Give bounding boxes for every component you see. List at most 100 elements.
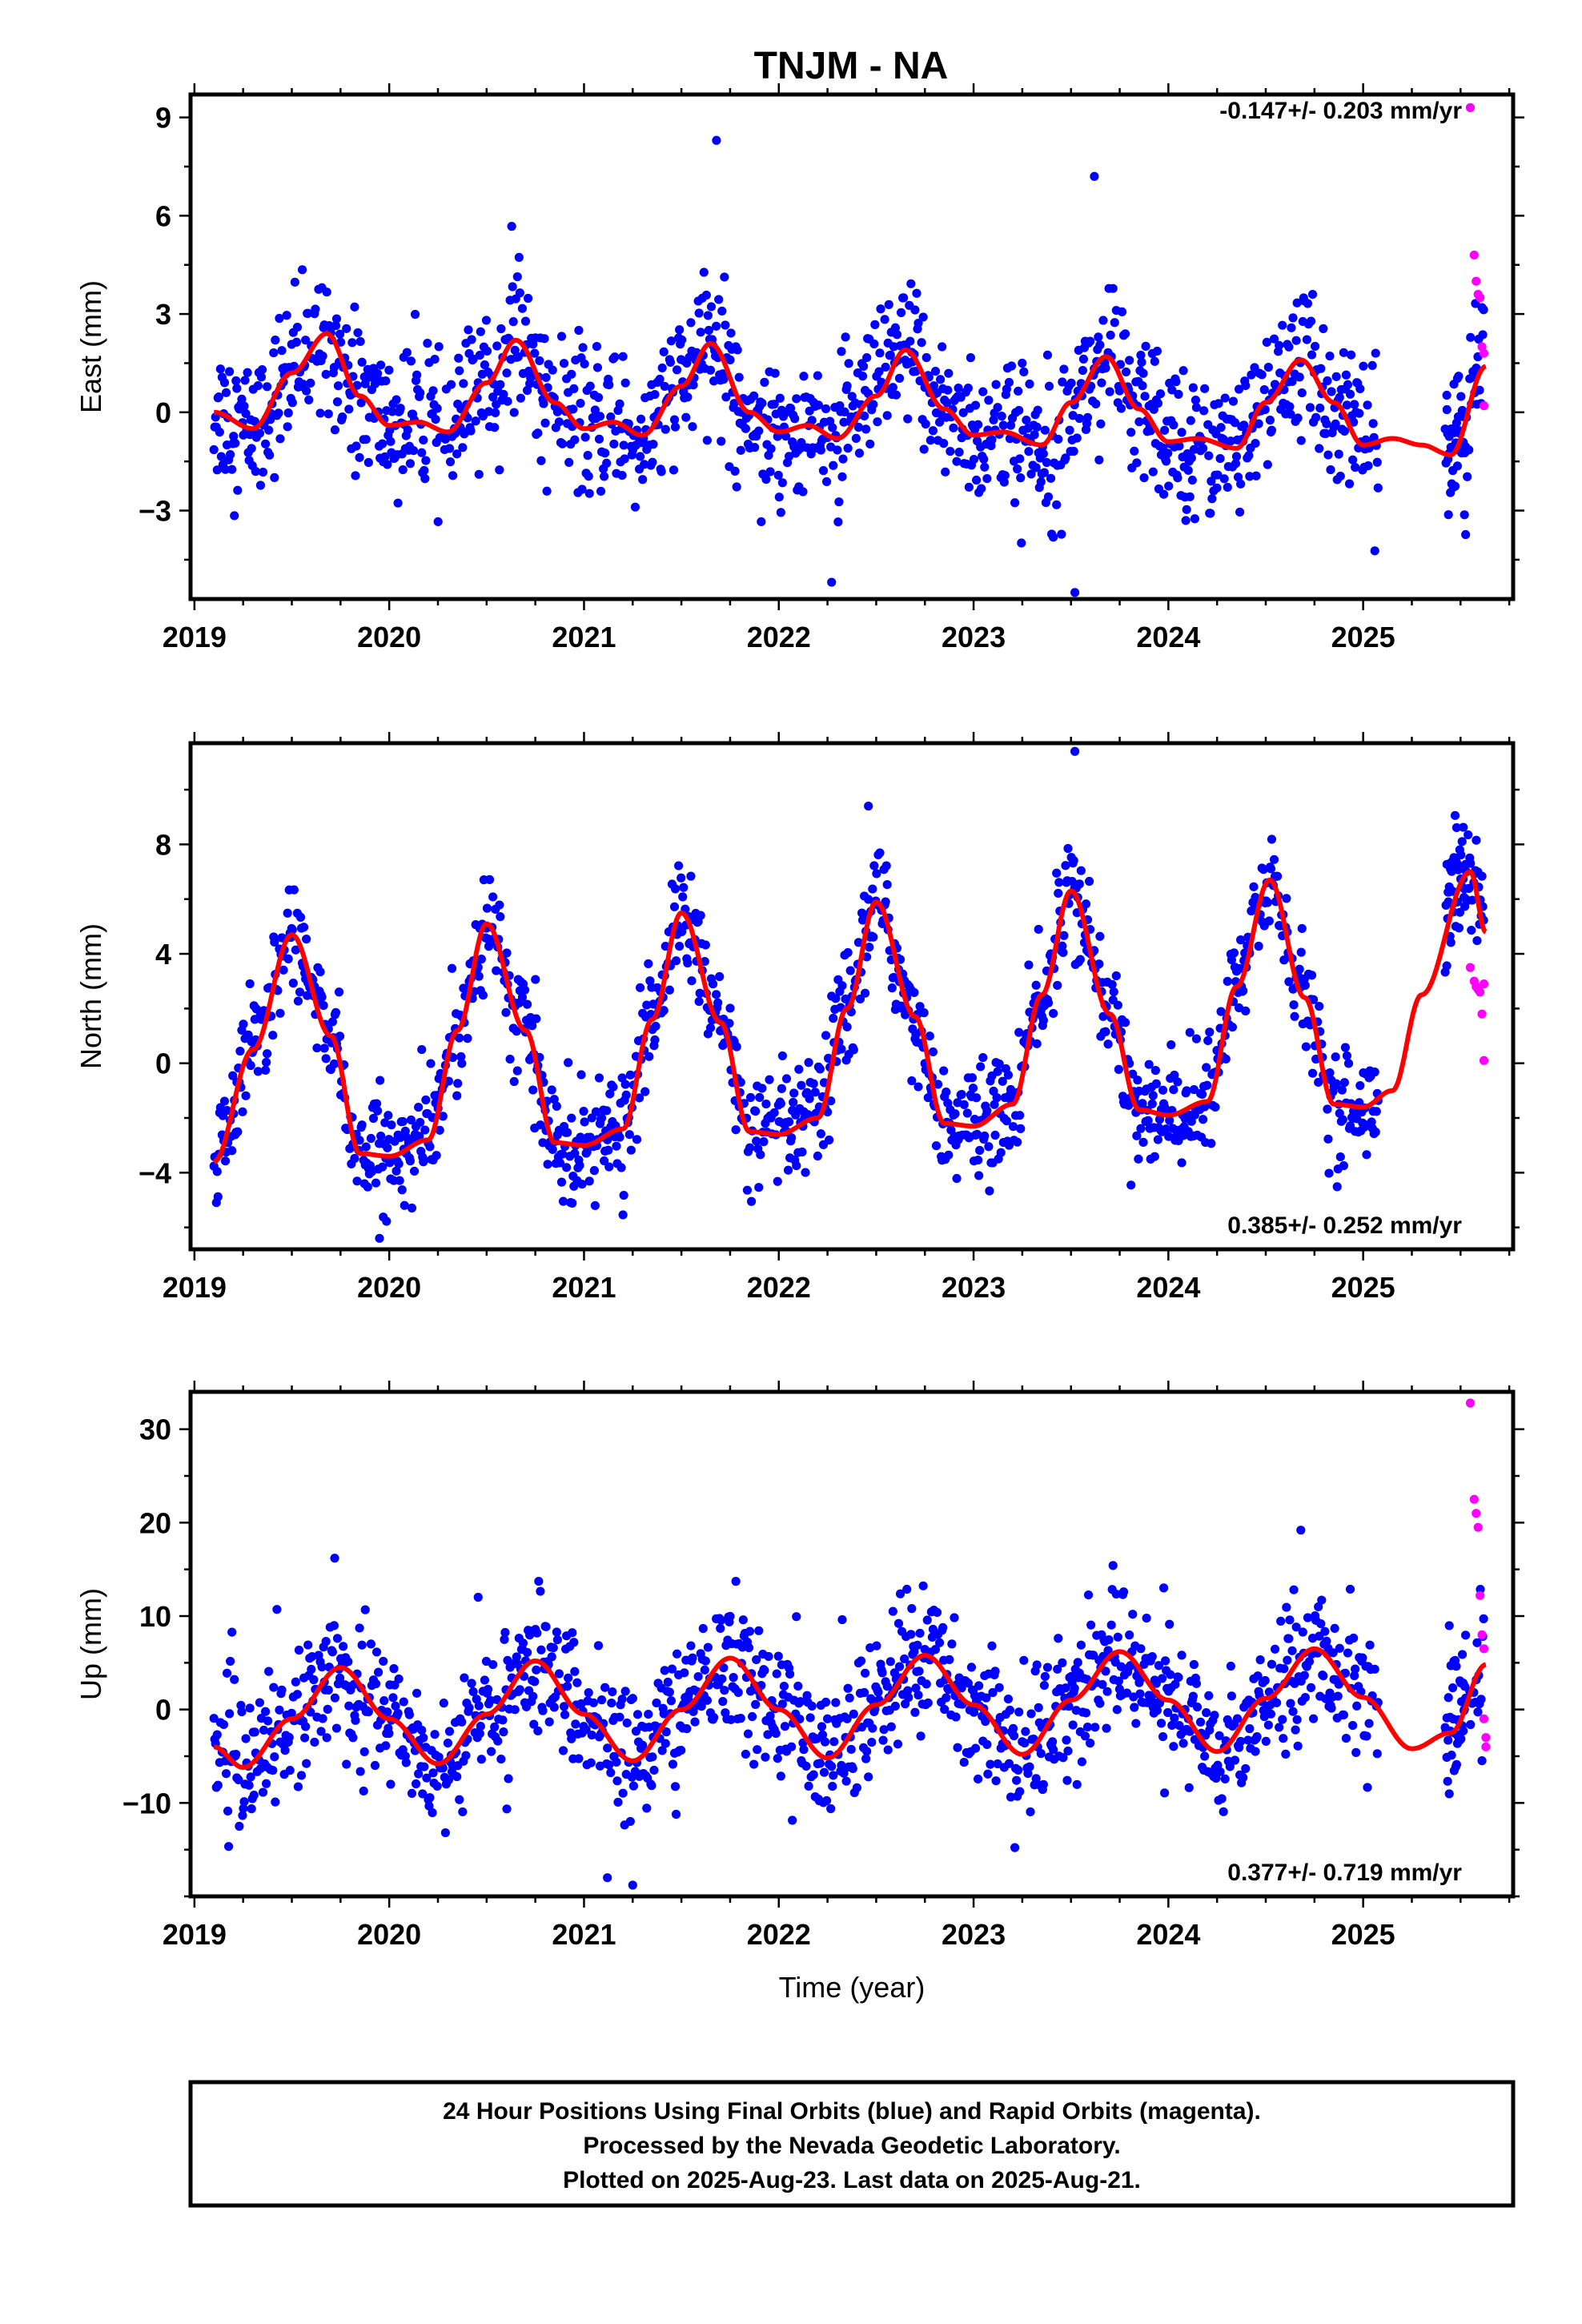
final-orbit-point xyxy=(562,1163,572,1172)
final-orbit-point xyxy=(677,335,687,345)
final-orbit-point xyxy=(1073,1658,1082,1667)
final-orbit-point xyxy=(1206,509,1215,518)
final-orbit-point xyxy=(434,1752,444,1762)
final-orbit-point xyxy=(483,1684,493,1695)
final-orbit-point xyxy=(1210,1711,1219,1720)
final-orbit-point xyxy=(428,1768,438,1778)
final-orbit-point xyxy=(331,1723,342,1733)
final-orbit-point xyxy=(902,1584,912,1594)
final-orbit-point xyxy=(235,1821,244,1831)
final-orbit-point xyxy=(1054,888,1063,899)
final-orbit-point xyxy=(903,1686,913,1695)
final-orbit-point xyxy=(720,1686,729,1695)
final-orbit-point xyxy=(1014,1707,1024,1717)
final-orbit-point xyxy=(1355,384,1365,394)
final-orbit-point xyxy=(457,1059,467,1068)
final-orbit-point xyxy=(1288,1707,1298,1716)
final-orbit-point xyxy=(1038,1779,1048,1789)
final-orbit-point xyxy=(989,415,998,425)
final-orbit-point xyxy=(736,1714,745,1723)
final-orbit-point xyxy=(773,1176,782,1186)
final-orbit-point xyxy=(245,1703,255,1713)
final-orbit-point xyxy=(1059,931,1069,940)
final-orbit-point xyxy=(502,368,512,378)
final-orbit-point xyxy=(1223,482,1232,493)
x-tick-label: 2021 xyxy=(552,621,616,653)
final-orbit-point xyxy=(1325,1068,1335,1078)
final-orbit-point xyxy=(1370,1068,1379,1077)
final-orbit-point xyxy=(1244,451,1254,460)
final-orbit-point xyxy=(376,360,386,370)
final-orbit-point xyxy=(869,861,879,870)
final-orbit-point xyxy=(1270,1644,1280,1654)
rapid-orbit-point xyxy=(1469,250,1479,260)
final-orbit-point xyxy=(1362,1150,1371,1160)
final-orbit-point xyxy=(536,1645,546,1655)
final-orbit-point xyxy=(1211,1773,1221,1783)
final-orbit-point xyxy=(1323,376,1332,386)
final-orbit-point xyxy=(476,1721,485,1731)
final-orbit-point xyxy=(1457,837,1467,846)
final-orbit-point xyxy=(829,1737,839,1747)
final-orbit-point xyxy=(1447,466,1458,476)
final-orbit-point xyxy=(752,1655,761,1665)
final-orbit-point xyxy=(316,1727,326,1736)
final-orbit-point xyxy=(615,1712,624,1722)
final-orbit-point xyxy=(1150,1152,1159,1161)
final-orbit-point xyxy=(837,981,847,991)
final-orbit-point xyxy=(386,436,396,446)
final-orbit-point xyxy=(1054,1634,1063,1643)
final-orbit-point xyxy=(884,300,893,309)
x-tick-label: 2019 xyxy=(163,1271,227,1304)
final-orbit-point xyxy=(363,457,373,468)
final-orbit-point xyxy=(567,1113,576,1123)
final-orbit-point xyxy=(219,1096,230,1106)
final-orbit-point xyxy=(335,1031,345,1041)
final-orbit-point xyxy=(1067,876,1077,887)
final-orbit-point xyxy=(600,448,610,458)
final-orbit-point xyxy=(1086,1620,1096,1630)
final-orbit-point xyxy=(903,414,913,424)
final-orbit-point xyxy=(500,1634,509,1644)
final-orbit-point xyxy=(293,1782,303,1791)
final-orbit-point xyxy=(1351,1747,1361,1757)
info-line-2: Processed by the Nevada Geodetic Laborat… xyxy=(583,2133,1120,2159)
final-orbit-point xyxy=(1476,1695,1486,1704)
final-orbit-point xyxy=(1199,444,1208,453)
final-orbit-point xyxy=(701,290,711,300)
final-orbit-point xyxy=(540,418,550,428)
final-orbit-point xyxy=(299,923,309,932)
final-orbit-point xyxy=(878,1735,888,1745)
final-orbit-point xyxy=(620,378,630,388)
final-orbit-point xyxy=(1061,453,1070,463)
final-orbit-point xyxy=(624,1130,634,1140)
final-orbit-point xyxy=(862,1747,872,1756)
final-orbit-point xyxy=(744,1642,754,1653)
final-orbit-point xyxy=(1081,1708,1091,1718)
final-orbit-point xyxy=(1459,1726,1468,1736)
final-orbit-point xyxy=(289,885,299,895)
final-orbit-point xyxy=(1300,980,1310,990)
final-orbit-point xyxy=(1058,377,1067,387)
final-orbit-point xyxy=(1283,1655,1292,1665)
final-orbit-point xyxy=(338,412,347,422)
final-orbit-point xyxy=(1292,1715,1302,1724)
final-orbit-point xyxy=(501,1007,511,1017)
final-orbit-point xyxy=(842,1022,852,1031)
final-orbit-point xyxy=(786,404,796,413)
final-orbit-point xyxy=(1053,1664,1062,1674)
final-orbit-point xyxy=(659,1006,669,1015)
final-orbit-point xyxy=(351,441,361,451)
final-orbit-point xyxy=(1098,1679,1107,1690)
final-orbit-point xyxy=(355,1136,364,1145)
final-orbit-point xyxy=(764,1651,773,1662)
final-orbit-point xyxy=(425,1793,435,1803)
y-tick-label: 6 xyxy=(155,199,171,232)
final-orbit-point xyxy=(439,1699,448,1708)
final-orbit-point xyxy=(1170,1070,1179,1080)
final-orbit-point xyxy=(1241,380,1251,391)
final-orbit-point xyxy=(815,1759,825,1768)
final-orbit-point xyxy=(463,1034,472,1043)
final-orbit-point xyxy=(670,422,681,432)
final-orbit-point xyxy=(1273,871,1283,881)
